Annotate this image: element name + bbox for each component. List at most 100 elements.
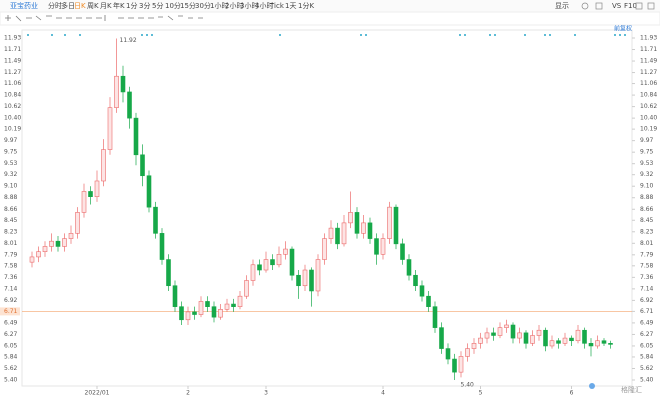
candle-body [413,274,418,287]
y-tick-label-left: 9.53 [4,160,18,167]
candle-body [328,227,334,239]
period-tab[interactable]: 1分K [298,1,314,10]
symbol[interactable]: 亚宝药业 [10,1,38,10]
period-tab[interactable]: 月K [100,2,112,10]
price-line-tag [0,307,20,316]
y-tick-label-right: 7.36 [640,274,654,281]
x-tick-label: 2022/01 [85,390,110,397]
y-tick-label-right: 7.79 [640,251,654,258]
candle-body [29,256,35,263]
period-tab[interactable]: 1小时 [210,1,228,10]
candle-body [224,303,230,310]
y-tick-label-left: 11.27 [4,69,21,76]
f10-button[interactable]: F10 [624,2,637,10]
candle-body [478,337,483,344]
y-tick-label-left: 5.84 [4,353,18,360]
y-tick-label-right: 8.88 [640,194,654,201]
candle-body [575,329,581,342]
toolbar: 亚宝药业 显示 VS F10 分时 多日 日K 周K 月K 年K 1分 3分 5分 10分 15分 3… [0,0,660,26]
y-tick-label-right: 9.53 [640,160,654,167]
period-tab[interactable]: 3分 [139,1,150,10]
candle-body [250,264,256,281]
adjust-mode[interactable]: 前复权 [614,25,632,33]
candle-body [127,91,132,119]
candle-body [42,246,48,252]
y-tick-label-right: 6.71 [640,308,654,315]
y-tick-label-left: 7.14 [4,285,18,292]
y-tick-label-right: 10.62 [640,103,657,110]
candle-body [244,280,249,297]
y-tick-label-left: 11.06 [4,80,21,87]
y-tick-label-left: 8.01 [4,240,18,247]
settings-icon[interactable] [635,2,643,10]
drawing-tools[interactable] [5,15,203,22]
candle-body [419,285,425,297]
candle-body [276,254,282,266]
candle-body [569,337,574,342]
period-tab[interactable]: 10分 [165,1,181,10]
display-toggle[interactable]: 显示 [555,2,569,10]
candle-body [36,251,41,258]
period-tab[interactable]: 15分 [180,1,196,10]
price-line-label: 6.71 [4,308,18,315]
y-tick-label-right: 5.40 [640,377,654,384]
y-tick-label-left: 8.66 [4,206,18,213]
y-tick-label-right: 8.23 [640,228,654,235]
fullscreen-icon[interactable] [647,2,655,10]
candle-body [55,240,61,247]
candle-body [588,343,594,347]
period-tab[interactable]: 多日 [61,1,75,10]
info-icon[interactable] [589,383,595,389]
layout-icon[interactable] [595,2,603,10]
search-icon[interactable] [581,2,589,10]
y-tick-label-left: 7.58 [4,262,18,269]
candle-body [68,233,74,239]
candle-body [549,340,555,347]
period-tab[interactable]: 年K [113,1,125,10]
period-tab[interactable]: 3小时 [240,1,258,10]
period-tab[interactable]: 日K [74,2,86,10]
period-tab[interactable]: 周K [87,2,99,10]
y-tick-label-right: 10.19 [640,126,657,133]
y-tick-label-left: 10.84 [4,92,21,99]
plot-area [21,29,633,387]
y-tick-label-right: 9.32 [640,171,654,178]
candle-body [432,306,438,328]
candle-body [283,248,288,255]
period-tab[interactable]: 2小时 [225,1,243,10]
y-tick-label-right: 6.05 [640,342,654,349]
candle-body [75,212,80,234]
y-tick-label-left: 9.97 [4,137,18,144]
candle-body [192,311,197,315]
y-tick-label-left: 11.93 [4,35,21,42]
y-tick-label-left: 5.40 [4,377,18,384]
y-tick-label-left: 10.62 [4,103,21,110]
candle-body [426,295,431,307]
y-tick-label-right: 5.84 [640,353,654,360]
period-tab[interactable]: Tick [269,2,285,10]
period-tab[interactable]: 1分 [126,1,137,10]
period-tab[interactable]: 1天 [285,2,296,10]
period-tab[interactable]: 5分 [152,1,163,10]
vs-button[interactable]: VS [612,2,622,10]
candle-body [406,259,412,276]
period-tab[interactable]: 4小时 [255,1,273,10]
y-tick-label-left: 6.27 [4,331,18,338]
y-tick-label-right: 5.62 [640,365,654,372]
period-tab[interactable]: 30分 [195,1,211,10]
candle-body [166,259,171,287]
y-tick-label-left: 7.79 [4,251,18,258]
max-label: 11.92 [120,37,137,44]
x-tick-label: 5 [479,390,483,397]
candle-body [81,191,87,213]
candle-body [237,295,243,307]
y-tick-label-left: 8.88 [4,194,18,201]
candle-body [543,329,548,347]
candle-body [289,248,295,276]
y-tick-label-left: 5.62 [4,365,18,372]
y-tick-label-left: 6.92 [4,297,18,304]
period-tab[interactable]: 分时 [48,1,62,10]
candle-body [88,191,93,197]
candle-body [530,335,535,344]
y-tick-label-right: 11.93 [640,35,657,42]
